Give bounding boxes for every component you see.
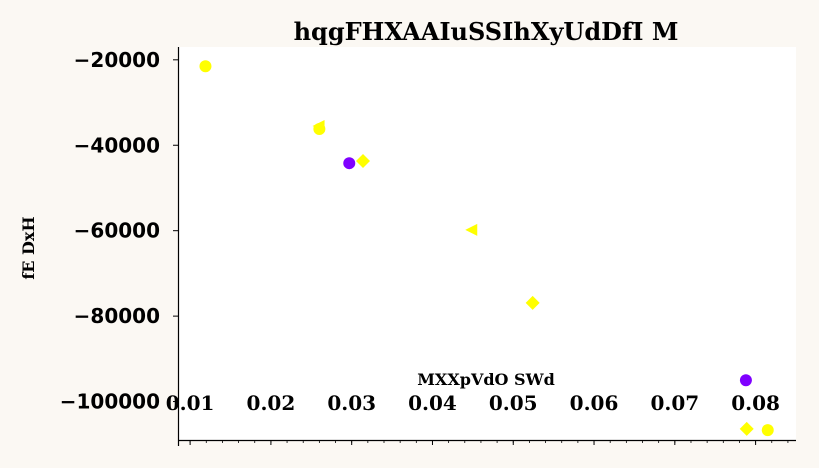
y-tick-label: −100000 — [60, 390, 160, 414]
x-tick-label: 0.03 — [327, 391, 376, 415]
point-triangle-left — [465, 223, 478, 236]
y-tick-label: −40000 — [74, 133, 160, 157]
chart-title: hqgFHXAAIuSSIhXyUdDfI M — [294, 17, 679, 46]
x-ticks: 0.01 0.02 0.03 0.04 0.05 0.06 0.07 0.08 — [166, 391, 780, 445]
plot-area — [178, 47, 796, 440]
point-circle — [313, 123, 326, 136]
point-diamond — [525, 295, 540, 310]
x-tick-label: 0.01 — [166, 391, 215, 415]
point-circle — [343, 157, 356, 170]
y-axis-label: fE DxH — [19, 216, 38, 279]
y-tick-label: −80000 — [74, 304, 160, 328]
y-tick-label: −60000 — [74, 219, 160, 243]
point-diamond — [739, 421, 754, 436]
x-tick-label: 0.07 — [650, 391, 699, 415]
x-tick-label: 0.04 — [408, 391, 457, 415]
y-tick-label: −20000 — [74, 48, 160, 72]
point-circle — [739, 374, 752, 387]
point-circle — [761, 424, 774, 437]
x-tick-label: 0.08 — [731, 391, 780, 415]
point-circle — [199, 60, 212, 73]
x-tick-label: 0.06 — [570, 391, 619, 415]
y-ticks: −20000 −40000 −60000 −80000 −100000 — [60, 48, 178, 414]
x-tick-label: 0.02 — [247, 391, 296, 415]
x-tick-label: 0.05 — [489, 391, 538, 415]
point-diamond — [355, 154, 370, 169]
data-points — [199, 60, 774, 437]
x-axis-label: MXXpVdO SWd — [417, 370, 555, 389]
